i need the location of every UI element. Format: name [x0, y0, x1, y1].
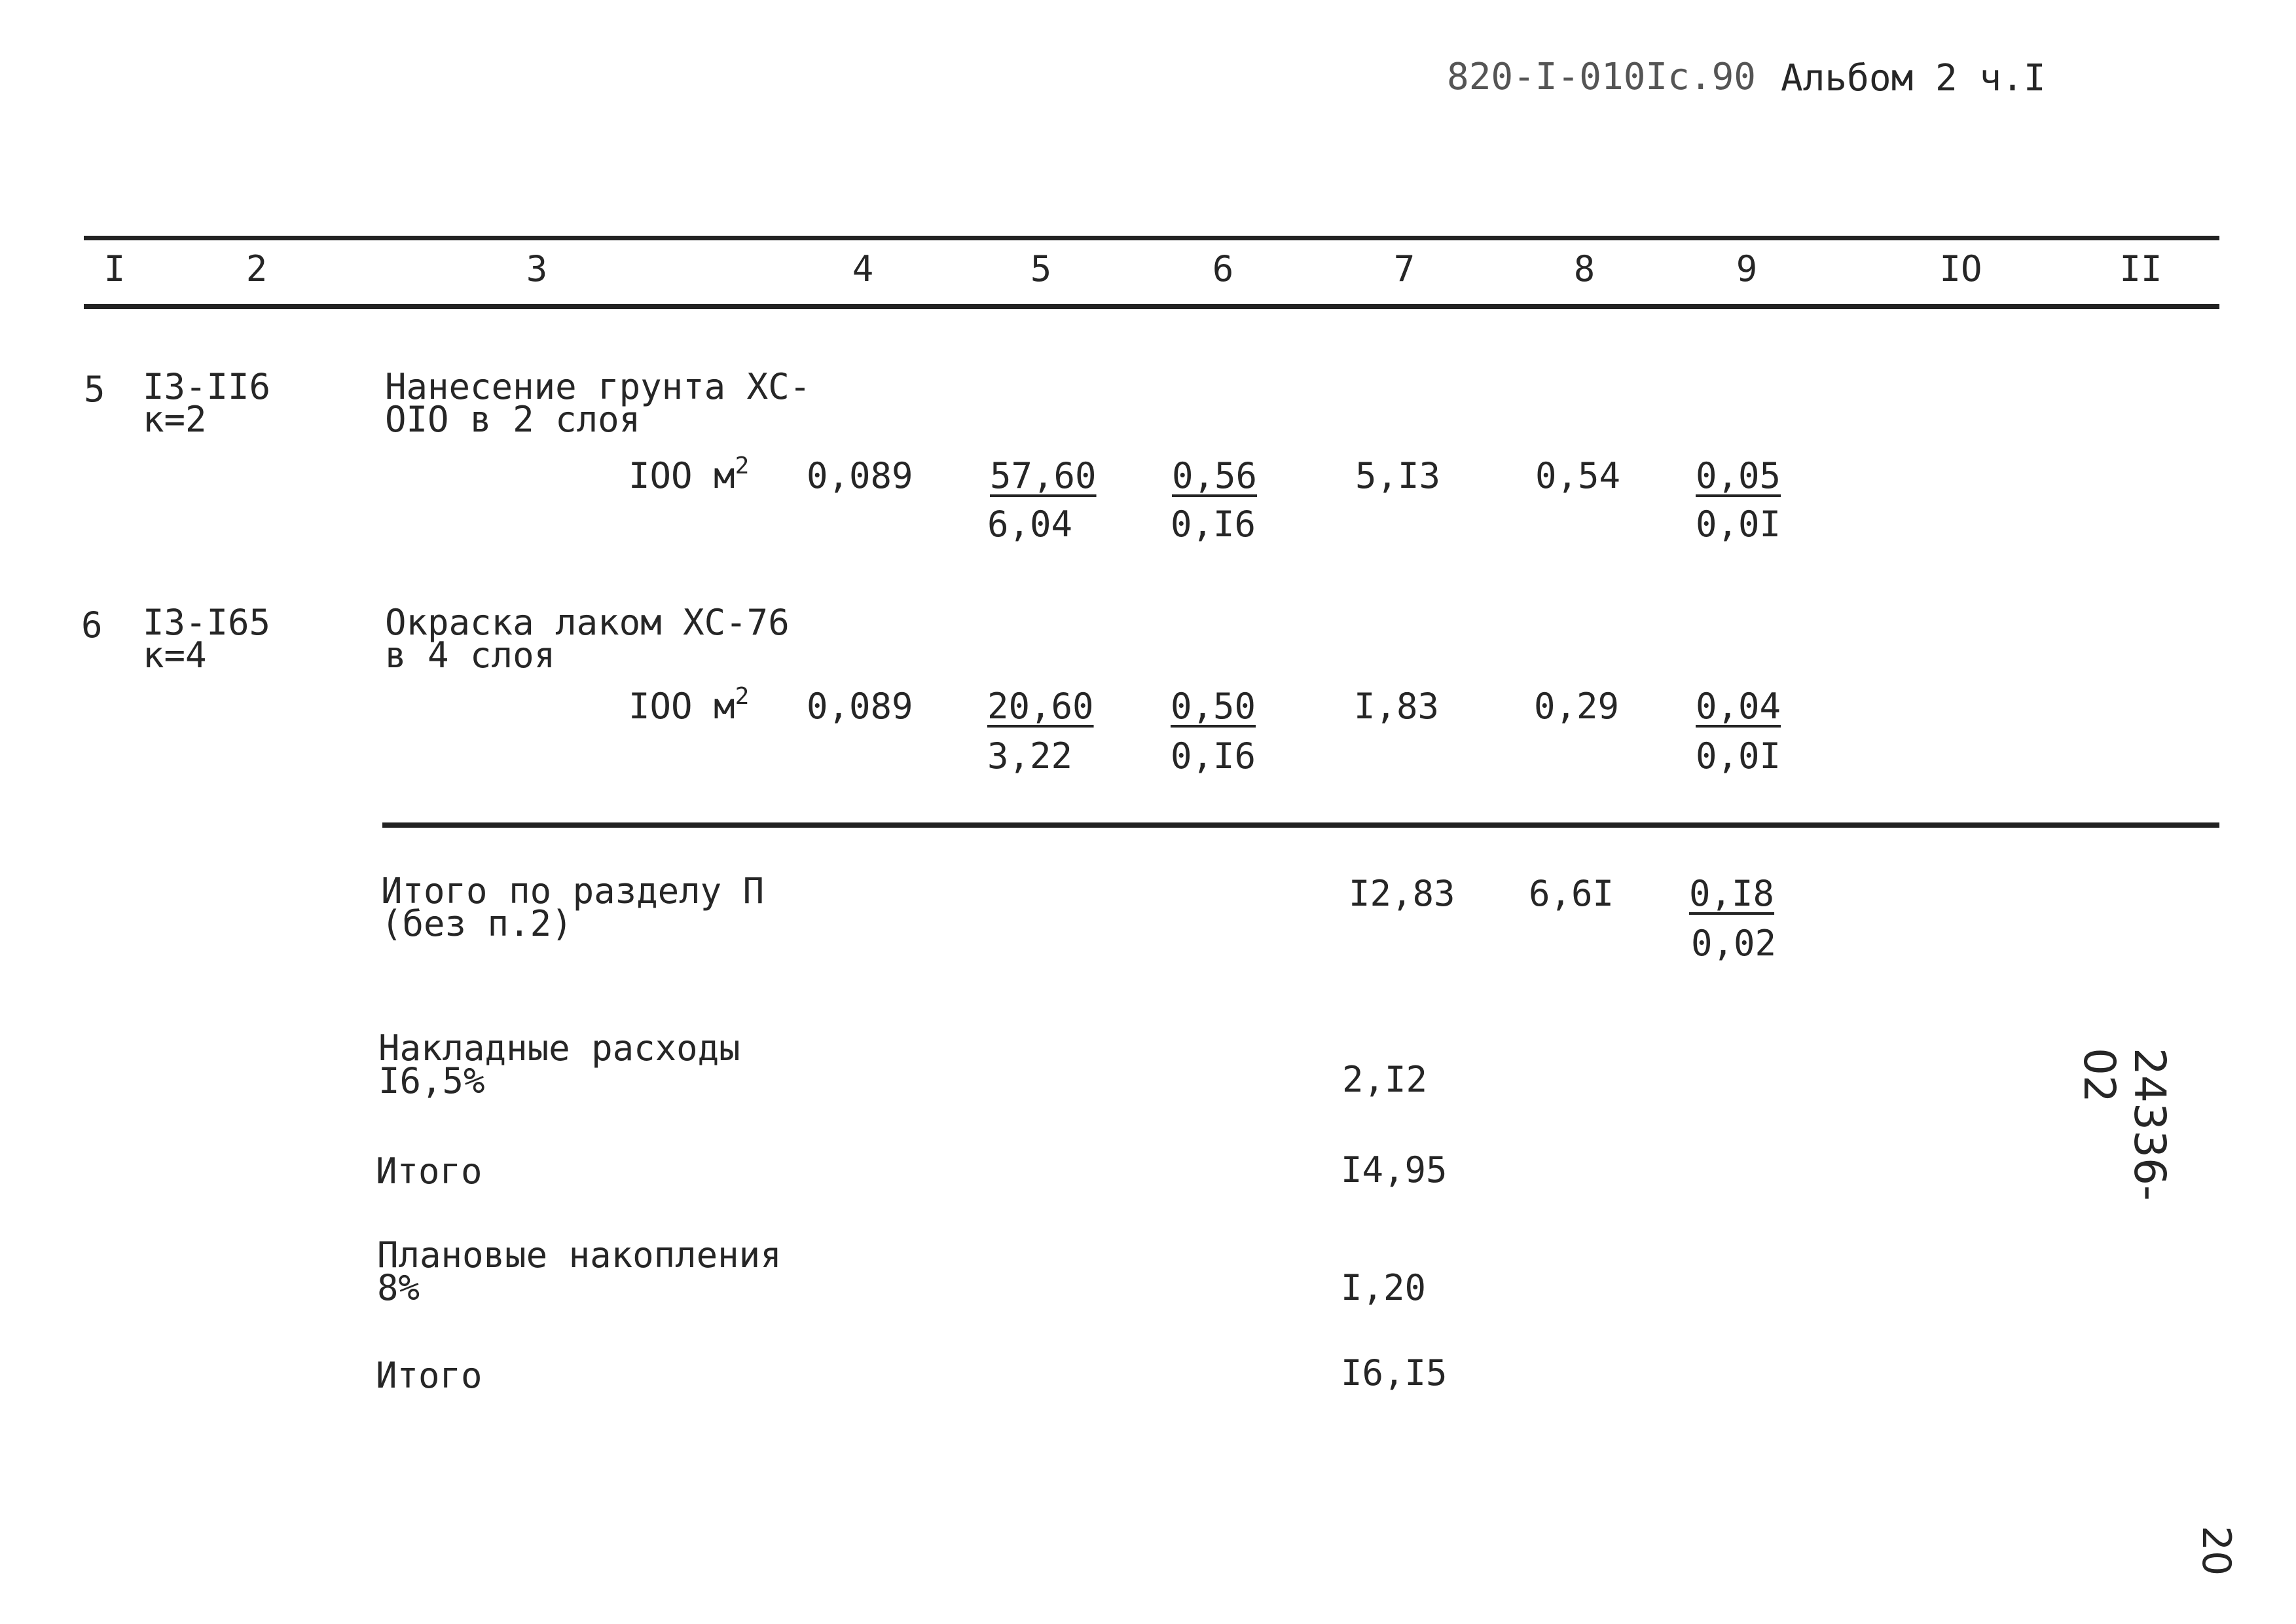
cell-col8: 0,29 — [1534, 686, 1620, 727]
section-divider-rule — [382, 822, 2219, 828]
row-number: 5 — [84, 369, 105, 410]
cell-col9-top: 0,04 — [1696, 686, 1781, 727]
summary-col7: I4,95 — [1341, 1149, 1448, 1190]
summary-label: Итого — [376, 1151, 483, 1192]
cell-col6-top: 0,56 — [1172, 455, 1258, 496]
column-header: 8 — [1573, 248, 1595, 289]
row-number: 6 — [81, 604, 103, 646]
summary-col8: 6,6I — [1529, 873, 1614, 914]
summary-col7: 2,I2 — [1342, 1059, 1428, 1100]
summary-col9-top: 0,I8 — [1689, 873, 1775, 914]
row-quantity: 0,089 — [807, 686, 913, 727]
summary-label: Итого по разделу П (без п.2) — [381, 870, 765, 944]
column-header: 9 — [1736, 248, 1758, 289]
row-unit: IOO м2 — [629, 685, 749, 727]
row-unit: IOO м2 — [629, 454, 749, 496]
summary-col7: I,20 — [1341, 1267, 1427, 1308]
page-number: 20 — [2193, 1526, 2239, 1576]
row-description: Окраска лаком ХС-76 в 4 слоя — [385, 602, 790, 676]
column-header: I — [103, 248, 126, 289]
cell-col6-top: 0,50 — [1171, 686, 1256, 727]
row-unit-text: IOO м — [629, 686, 735, 727]
cell-col7: I,83 — [1354, 686, 1440, 727]
column-header: IO — [1939, 248, 1982, 289]
summary-label: Итого — [376, 1355, 483, 1396]
cell-col9-top: 0,05 — [1696, 455, 1781, 496]
row-code: I3-I65 к=4 — [143, 602, 271, 676]
album-label: Альбом 2 ч.I — [1781, 57, 2046, 100]
cell-col5-bottom: 3,22 — [987, 735, 1073, 777]
row-code: I3-II6 к=2 — [143, 366, 271, 440]
summary-col7: I6,I5 — [1341, 1352, 1448, 1393]
cell-col8: 0,54 — [1535, 455, 1621, 496]
document-code: 820-I-010Ic.90 — [1447, 56, 1757, 98]
column-header: 7 — [1393, 248, 1415, 289]
row-unit-text: IOO м — [629, 455, 735, 496]
row-description: Нанесение грунта ХС- OIO в 2 слоя — [385, 366, 811, 440]
cell-col6-bottom: 0,I6 — [1171, 504, 1256, 545]
cell-col5-bottom: 6,04 — [987, 504, 1073, 545]
column-header: 4 — [852, 248, 874, 289]
column-header: II — [2119, 248, 2162, 289]
summary-label: Плановые накопления 8% — [377, 1234, 782, 1308]
column-header: 3 — [526, 248, 548, 289]
side-handwritten-number: 24336-02 — [2074, 1048, 2175, 1201]
summary-col7: I2,83 — [1349, 873, 1455, 914]
column-header: 5 — [1030, 248, 1052, 289]
column-header: 2 — [246, 248, 268, 289]
cell-col6-bottom: 0,I6 — [1171, 735, 1256, 777]
cell-col9-bottom: 0,0I — [1696, 504, 1781, 545]
header-bottom-rule — [84, 304, 2219, 309]
summary-label: Накладные расходы I6,5% — [378, 1027, 740, 1101]
row-unit-exponent: 2 — [735, 452, 750, 479]
cell-col9-bottom: 0,0I — [1696, 735, 1781, 777]
table-top-rule — [84, 236, 2219, 240]
row-unit-exponent: 2 — [735, 683, 750, 710]
summary-col9-bottom: 0,02 — [1691, 923, 1777, 964]
row-quantity: 0,089 — [807, 455, 913, 496]
column-header: 6 — [1212, 248, 1234, 289]
cell-col5-top: 20,60 — [987, 686, 1094, 727]
cell-col5-top: 57,60 — [990, 455, 1097, 496]
cell-col7: 5,I3 — [1355, 455, 1441, 496]
